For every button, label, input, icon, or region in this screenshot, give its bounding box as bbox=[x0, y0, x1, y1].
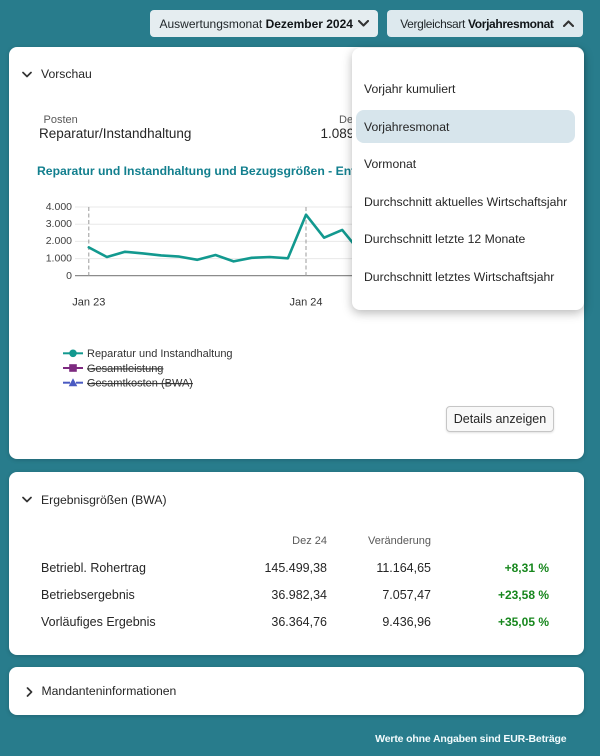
svg-text:Gesamtkosten (BWA): Gesamtkosten (BWA) bbox=[87, 378, 193, 390]
svg-text:0: 0 bbox=[66, 270, 72, 282]
svg-text:1.000: 1.000 bbox=[46, 252, 72, 264]
svg-text:Jan 24: Jan 24 bbox=[289, 297, 322, 309]
svg-text:3.000: 3.000 bbox=[46, 218, 72, 230]
svg-text:2.000: 2.000 bbox=[46, 235, 72, 247]
svg-text:Gesamtleistung: Gesamtleistung bbox=[87, 363, 163, 375]
svg-text:Jan 23: Jan 23 bbox=[72, 297, 105, 309]
svg-text:Reparatur und Instandhaltung: Reparatur und Instandhaltung bbox=[87, 348, 233, 360]
svg-text:4.000: 4.000 bbox=[46, 201, 72, 213]
